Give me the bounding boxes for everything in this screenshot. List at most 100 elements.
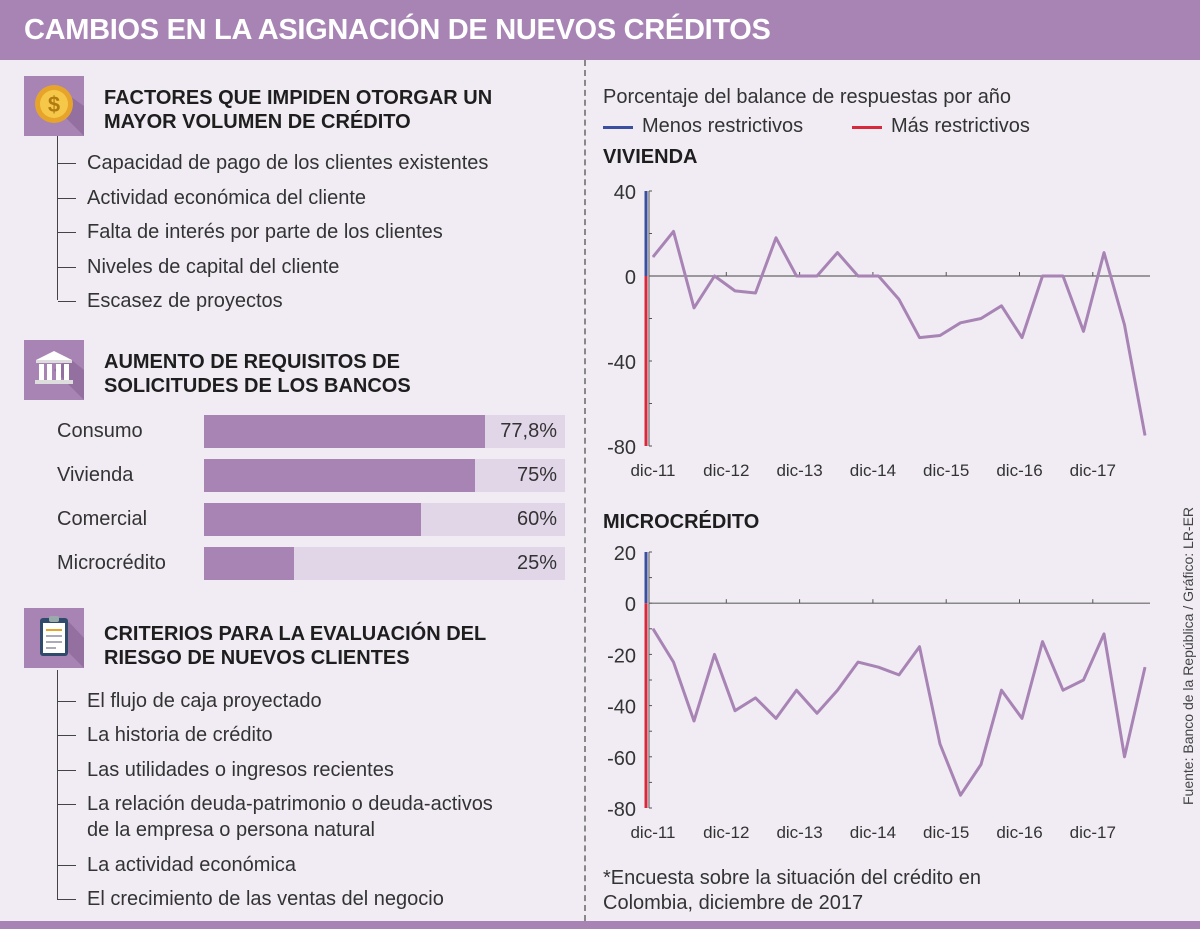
y-tick-label: 20 [614,543,636,565]
data-point [755,697,756,699]
data-point [857,661,859,663]
data-point [734,290,736,292]
x-tick-label: dic-16 [996,461,1042,480]
criteria-item: El flujo de caja proyectado [58,690,322,712]
data-point [1124,324,1125,326]
coin-dollar-icon: $ [24,76,84,136]
data-point [1144,666,1146,668]
factor-item: Capacidad de pago de los clientes existe… [57,152,489,174]
x-tick-label: dic-11 [630,461,675,480]
svg-text:$: $ [48,92,60,117]
data-point [837,689,838,691]
vivienda-chart: 40 0 -40 -80 dic-11 dic-12 dic-13 dic-14 dic-15 d… [607,182,1150,480]
data-point [755,292,756,294]
criteria-item-cont: de la empresa o persona natural [87,819,375,841]
data-point [1124,756,1125,758]
bar-fill [204,503,421,536]
data-point [857,275,859,277]
footnote-2: Colombia, diciembre de 2017 [603,892,864,914]
legend-more-swatch [852,126,882,129]
divider [584,60,586,921]
y-tick-label: -60 [607,748,636,770]
data-point [816,275,818,277]
clipboard-icon [24,608,84,668]
bank-icon [24,340,84,400]
criteria-item: El crecimiento de las ventas del negocio [58,888,444,910]
data-point [652,256,654,258]
y-tick-label: -80 [607,437,636,459]
chart-title-vivienda: VIVIENDA [603,146,698,168]
bar-value: 75% [516,464,557,486]
factor-item: Falta de interés por parte de los client… [58,221,443,243]
data-point [1001,689,1002,691]
data-point [837,252,838,254]
bar-label: Vivienda [57,464,134,486]
data-point [652,628,654,630]
data-point [775,237,777,239]
data-point [1103,252,1105,254]
legend-more-label: Más restrictivos [891,115,1030,137]
bar-fill [204,415,485,448]
data-point [960,794,961,796]
data-point [796,275,797,277]
criteria-item: Las utilidades o ingresos recientes [58,759,394,781]
y-tick-label: 0 [625,594,636,616]
x-tick-label: dic-11 [630,823,675,842]
data-point [878,275,879,277]
x-tick-label: dic-17 [1070,461,1116,480]
data-point [1062,275,1064,277]
data-point [1083,330,1084,332]
bar-track: 25% [204,547,565,580]
factors-tree [57,136,58,300]
data-point [1062,689,1064,691]
x-tick-label: dic-15 [923,823,969,842]
y-tick-label: -40 [607,697,636,719]
data-point [734,710,736,712]
series-line [651,628,1147,797]
data-point [1021,337,1023,339]
data-point [980,318,982,319]
data-point [1042,275,1043,277]
y-tick-label: 0 [625,267,636,289]
requirements-title-2: SOLICITUDES DE LOS BANCOS [104,375,411,397]
legend-less-label: Menos restrictivos [642,115,804,137]
factor-item: Niveles de capital del cliente [57,256,340,278]
bar-track: 77,8% [204,415,565,448]
bar-value: 25% [516,552,557,574]
x-tick-label: dic-13 [776,823,822,842]
requirements-title-1: AUMENTO DE REQUISITOS DE [104,351,400,373]
data-point [898,298,900,300]
criteria-title-1: CRITERIOS PARA LA EVALUACIÓN DEL [104,623,487,645]
factors-title-2: MAYOR VOLUMEN DE CRÉDITO [104,111,411,133]
bar-label: Comercial [57,508,148,530]
x-tick-label: dic-13 [776,461,822,480]
data-point [693,307,695,309]
x-tick-label: dic-14 [850,823,896,842]
x-tick-label: dic-15 [923,461,969,480]
factors-title-1: FACTORES QUE IMPIDEN OTORGAR UN [104,87,493,109]
data-point [714,275,715,277]
bar-label: Microcrédito [57,552,166,574]
criteria-item: La historia de crédito [58,724,273,746]
y-tick-label: -40 [607,352,636,374]
data-point [1001,305,1002,307]
data-point [1144,434,1146,436]
criteria-title-2: RIESGO DE NUEVOS CLIENTES [104,647,410,669]
data-point [1042,641,1043,643]
y-tick-label: -80 [607,799,636,821]
bar-track: 75% [204,459,565,492]
factor-item: Actividad económica del cliente [57,187,367,209]
source-note: Fuente: Banco de la República / Gráfico:… [1180,506,1196,805]
page-title: CAMBIOS EN LA ASIGNACIÓN DE NUEVOS CRÉDI… [0,0,1200,60]
bar-label: Consumo [57,420,143,442]
microcredito-chart: 20 0 -20 -40 -60 -80 dic-11 dic-12 dic-13 dic-14 d… [607,543,1150,842]
data-point [980,763,982,765]
data-point [919,646,920,648]
data-point [1103,633,1105,635]
data-point [796,689,797,691]
criteria-item: La actividad económica [57,854,297,876]
x-tick-label: dic-14 [850,461,896,480]
factor-item: Escasez de proyectos [58,290,283,312]
data-point [1083,679,1084,681]
y-tick-label: 40 [614,182,636,204]
